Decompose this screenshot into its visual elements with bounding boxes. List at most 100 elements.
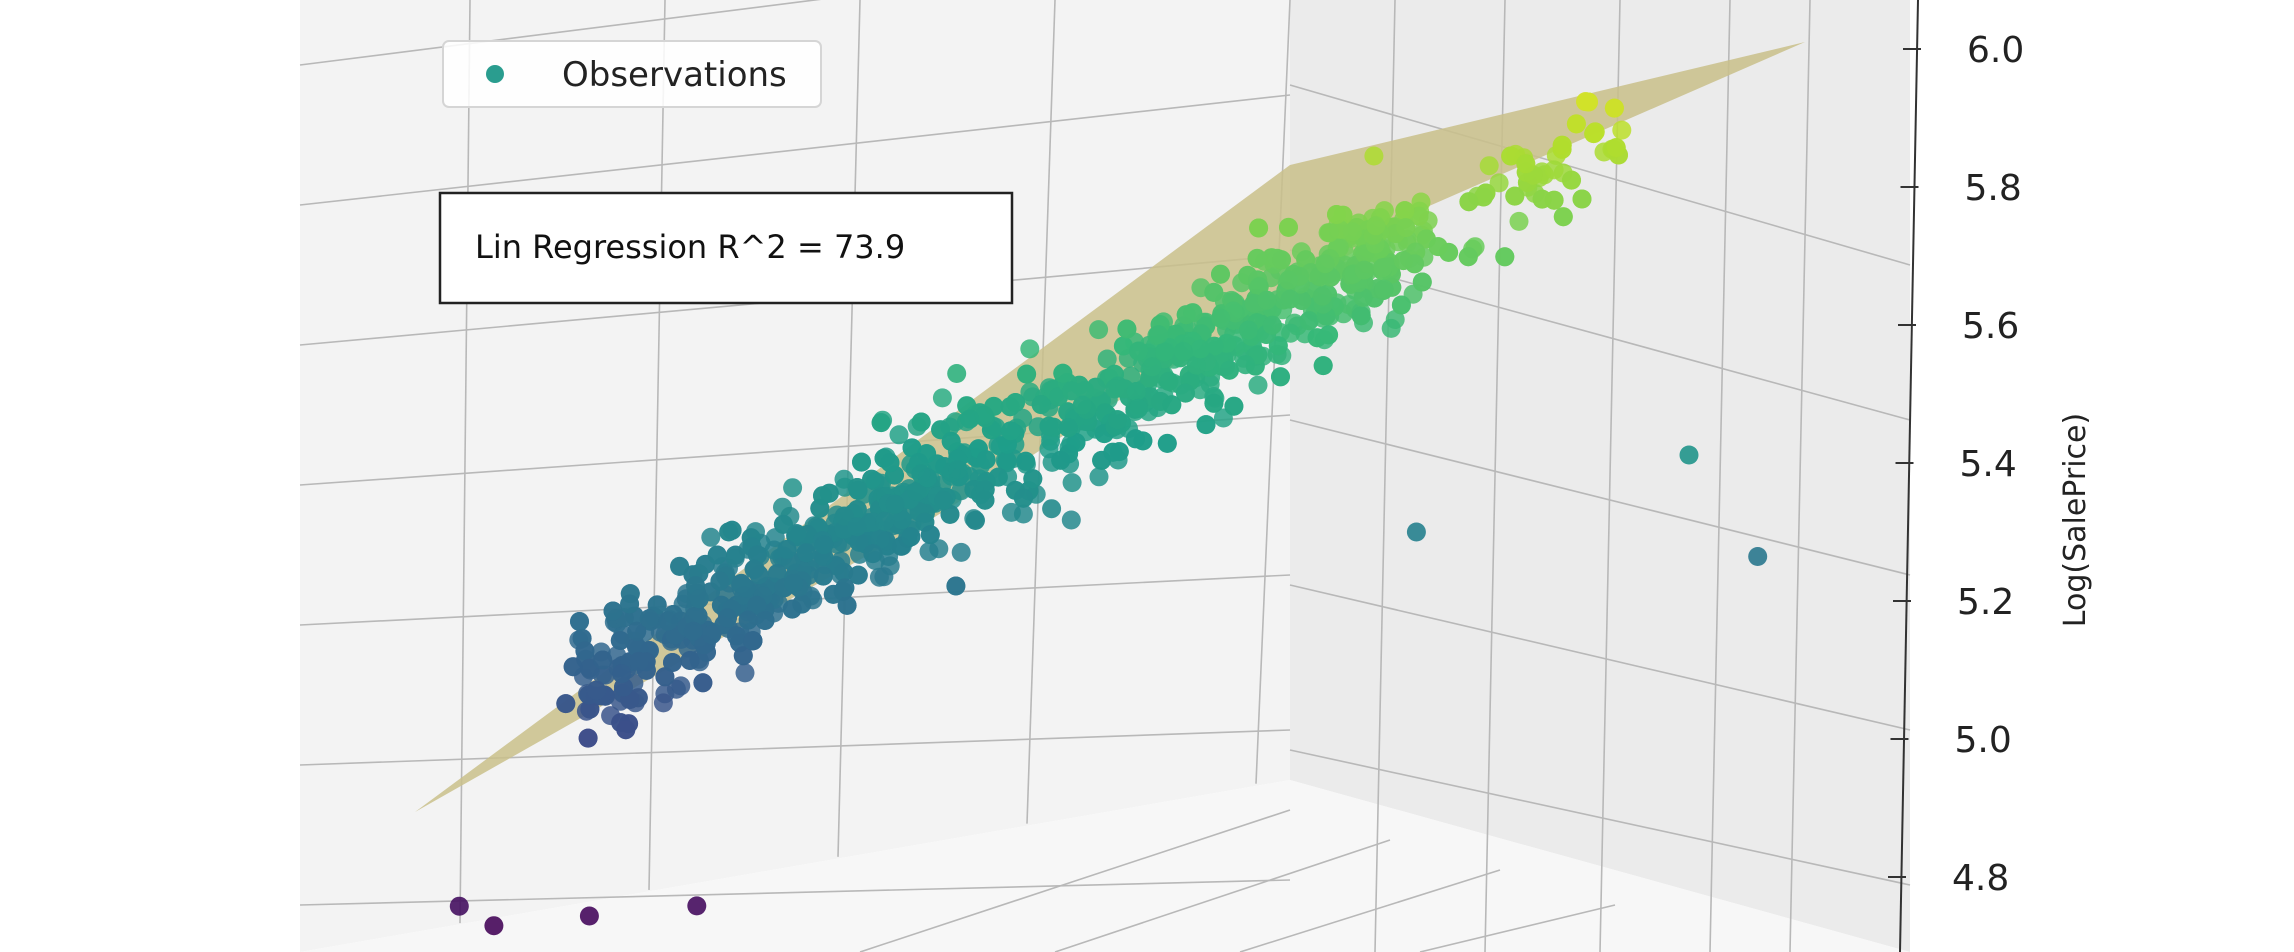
grid-line-floor bbox=[1054, 839, 1391, 952]
scatter-point bbox=[1458, 247, 1478, 267]
scatter-point bbox=[1516, 154, 1536, 174]
scatter-point bbox=[693, 673, 713, 693]
scatter-point bbox=[580, 699, 600, 719]
scatter-point bbox=[718, 608, 737, 628]
scatter-point bbox=[1509, 211, 1529, 231]
scatter-point bbox=[1129, 398, 1148, 418]
scatter-point-outlier bbox=[1406, 522, 1426, 542]
scatter-point bbox=[680, 651, 700, 670]
grid-line-vertical bbox=[1709, 0, 1731, 952]
scatter-point bbox=[670, 556, 690, 576]
grid-line-horizontal bbox=[1289, 749, 1911, 886]
scatter-point bbox=[1051, 450, 1071, 470]
scatter-point bbox=[1183, 303, 1203, 323]
scatter-points bbox=[449, 92, 1768, 936]
scatter-point bbox=[1396, 218, 1416, 238]
z-axis-line bbox=[1899, 0, 1919, 952]
scatter-point bbox=[1097, 349, 1117, 369]
grid-line-horizontal bbox=[1289, 419, 1911, 576]
scatter-point bbox=[837, 595, 857, 615]
scatter-point bbox=[747, 595, 767, 615]
scatter-point bbox=[976, 450, 996, 470]
scatter-point bbox=[563, 657, 583, 677]
legend-marker-observations bbox=[486, 65, 504, 83]
scatter-point bbox=[1211, 264, 1230, 284]
z-tick-label: 5.2 bbox=[1957, 582, 2014, 623]
scatter-point bbox=[610, 631, 630, 650]
scatter-point bbox=[593, 650, 613, 670]
scatter-point bbox=[603, 601, 623, 621]
scatter-point bbox=[1505, 186, 1525, 206]
z-tick-label: 6.0 bbox=[1967, 30, 2024, 71]
annotation-text: Lin Regression R^2 = 73.9 bbox=[475, 228, 905, 266]
scatter-point bbox=[946, 576, 966, 596]
scatter-point bbox=[1354, 260, 1374, 280]
scatter-point bbox=[932, 388, 952, 408]
scatter-point bbox=[658, 611, 678, 631]
scatter-point bbox=[1381, 318, 1401, 338]
scatter-point bbox=[1579, 92, 1598, 112]
annotation: Lin Regression R^2 = 73.9 bbox=[438, 191, 1014, 305]
scatter-point bbox=[773, 514, 793, 534]
scatter-point bbox=[1062, 381, 1082, 401]
scatter-point bbox=[796, 543, 816, 563]
scatter-point bbox=[1157, 433, 1177, 453]
scatter-point bbox=[1117, 319, 1137, 339]
scatter-point bbox=[1061, 510, 1081, 530]
scatter-point bbox=[743, 631, 763, 651]
legend: Observations bbox=[442, 40, 822, 108]
scatter-point bbox=[1155, 342, 1175, 362]
scatter-point bbox=[671, 676, 691, 696]
scatter-point bbox=[627, 621, 647, 641]
scatter-point bbox=[1113, 336, 1133, 356]
scatter-point bbox=[1351, 306, 1371, 326]
scatter-point bbox=[1031, 395, 1051, 415]
legend-box bbox=[442, 40, 822, 108]
scatter-point bbox=[777, 540, 797, 559]
scatter-point bbox=[744, 559, 764, 579]
scatter-point bbox=[1279, 217, 1298, 237]
scatter-point bbox=[1013, 488, 1033, 508]
scatter-point bbox=[647, 595, 667, 615]
scatter-point-outlier bbox=[687, 896, 707, 916]
scatter-point bbox=[1247, 248, 1267, 268]
scatter-point bbox=[852, 452, 871, 472]
scatter-point bbox=[1606, 138, 1626, 158]
scatter-point bbox=[1013, 408, 1033, 428]
scatter-point bbox=[880, 453, 900, 473]
scatter-point bbox=[1039, 416, 1059, 436]
scatter-point bbox=[920, 525, 940, 545]
scatter-point bbox=[997, 451, 1017, 470]
scatter-point bbox=[902, 438, 922, 458]
scatter-point bbox=[755, 611, 775, 630]
scatter-point-outlier bbox=[1748, 547, 1768, 566]
scatter-point-outlier bbox=[579, 906, 599, 926]
scatter-point bbox=[901, 527, 921, 547]
grid-line-vertical bbox=[1789, 0, 1811, 952]
scatter-point bbox=[951, 542, 971, 562]
scatter-point bbox=[934, 491, 953, 510]
scatter-point bbox=[1268, 336, 1288, 356]
scatter-point bbox=[1017, 364, 1037, 384]
scatter-point bbox=[892, 510, 912, 530]
scatter-point bbox=[1142, 357, 1162, 377]
z-tick-label: 5.8 bbox=[1965, 168, 2022, 209]
scatter-point bbox=[1532, 189, 1552, 209]
scatter-point bbox=[1191, 339, 1210, 359]
scatter-point bbox=[1053, 363, 1073, 383]
scatter-point bbox=[1373, 258, 1393, 278]
scatter-point bbox=[1366, 216, 1386, 236]
scatter-point bbox=[974, 405, 994, 425]
scatter-point bbox=[1107, 410, 1127, 430]
scatter-point bbox=[1013, 504, 1033, 524]
scatter-point bbox=[1495, 247, 1515, 267]
scatter-point bbox=[1204, 393, 1224, 413]
scatter-point bbox=[570, 612, 589, 631]
scatter-point bbox=[710, 571, 730, 591]
grid-line-vertical bbox=[459, 0, 471, 924]
scatter-point bbox=[848, 565, 868, 585]
scatter-point bbox=[813, 486, 832, 506]
scatter-point bbox=[1553, 207, 1573, 227]
scatter-point bbox=[965, 510, 985, 530]
